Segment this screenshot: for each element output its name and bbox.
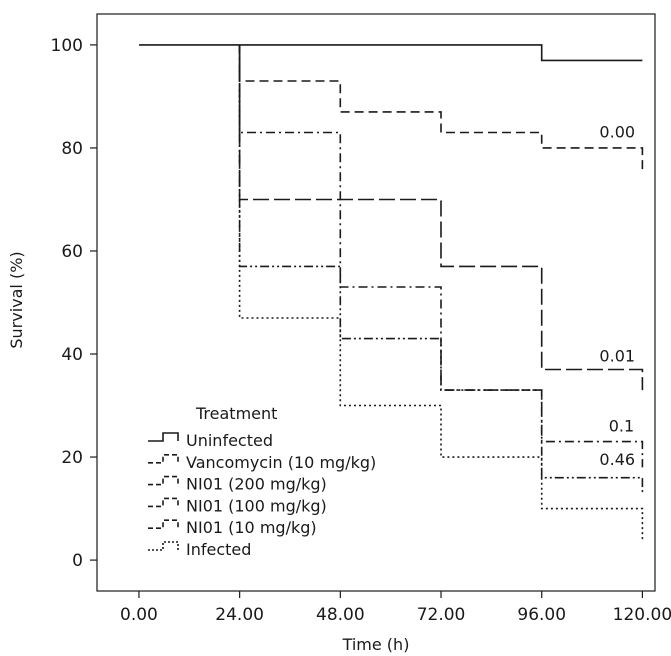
x-axis-title: Time (h)	[342, 635, 410, 654]
survival-curves	[139, 44, 644, 540]
p-value-annotations: 0.00 0.01 0.1 0.46	[599, 123, 635, 469]
curve-ni01-200-mg-kg	[238, 44, 644, 468]
p-value-label: 0.46	[599, 450, 635, 469]
y-tick-label: 0	[72, 551, 83, 571]
curve-infected	[238, 44, 644, 540]
legend-label: NI01 (200 mg/kg)	[186, 475, 327, 494]
p-value-label: 0.1	[609, 416, 634, 435]
curve-ni01-100-mg-kg	[238, 44, 644, 391]
legend-label: Vancomycin (10 mg/kg)	[186, 453, 376, 472]
legend-swatch	[148, 497, 179, 508]
curve-uninfected	[139, 44, 643, 62]
legend-swatch	[148, 432, 179, 442]
y-tick-label: 100	[51, 36, 83, 56]
y-tick-label: 40	[61, 345, 83, 365]
p-value-label: 0.01	[599, 347, 635, 366]
x-tick-label: 24.00	[215, 605, 264, 625]
y-tick-label: 60	[61, 242, 83, 262]
plot-frame	[96, 13, 656, 592]
legend: Treatment Uninfected Vancomycin (10 mg/kg…	[148, 404, 376, 559]
legend-swatch	[148, 519, 179, 530]
p-value-label: 0.00	[599, 123, 635, 142]
x-tick-label: 0.00	[120, 605, 158, 625]
y-axis: 0 20 40 60 80 100	[51, 36, 97, 571]
y-axis-title: Survival (%)	[7, 251, 26, 348]
legend-swatch	[148, 475, 179, 486]
x-tick-label: 72.00	[417, 605, 466, 625]
x-tick-label: 96.00	[517, 605, 566, 625]
x-axis: 0.00 24.00 48.00 72.00 96.00 120.00	[120, 591, 671, 625]
y-tick-label: 20	[61, 448, 83, 468]
legend-label: Infected	[186, 540, 251, 559]
legend-title: Treatment	[195, 404, 277, 423]
curve-vancomycin-10-mg-kg	[238, 44, 644, 174]
legend-label: Uninfected	[186, 431, 273, 450]
y-tick-label: 80	[61, 139, 83, 159]
x-tick-label: 120.00	[613, 605, 671, 625]
legend-label: NI01 (100 mg/kg)	[186, 496, 327, 515]
curve-ni01-10-mg-kg	[238, 44, 644, 494]
legend-swatch	[148, 541, 179, 551]
legend-swatch	[148, 453, 179, 464]
legend-label: NI01 (10 mg/kg)	[186, 518, 317, 537]
x-tick-label: 48.00	[316, 605, 365, 625]
